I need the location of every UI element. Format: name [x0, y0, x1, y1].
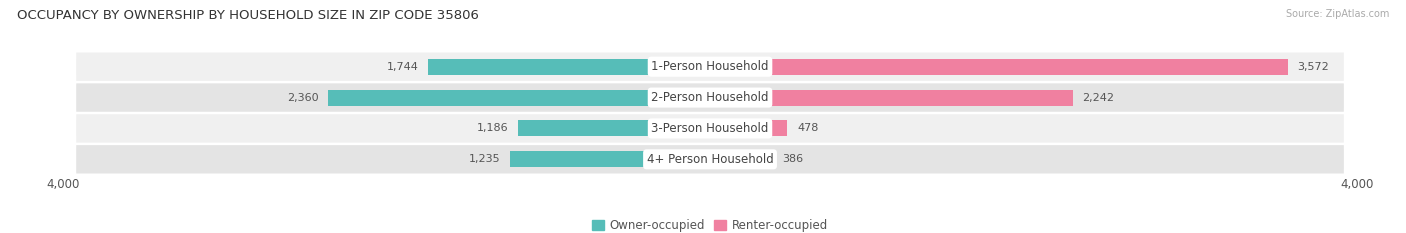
Text: 2-Person Household: 2-Person Household — [651, 91, 769, 104]
Text: 3,572: 3,572 — [1298, 62, 1329, 72]
Bar — [710, 89, 1073, 106]
Text: 1-Person Household: 1-Person Household — [651, 60, 769, 73]
Text: 1,235: 1,235 — [470, 154, 501, 164]
Text: 386: 386 — [782, 154, 803, 164]
Text: 3-Person Household: 3-Person Household — [651, 122, 769, 135]
FancyBboxPatch shape — [76, 114, 1344, 143]
Text: OCCUPANCY BY OWNERSHIP BY HOUSEHOLD SIZE IN ZIP CODE 35806: OCCUPANCY BY OWNERSHIP BY HOUSEHOLD SIZE… — [17, 9, 479, 22]
FancyBboxPatch shape — [76, 52, 1344, 81]
Bar — [710, 151, 772, 167]
Text: Source: ZipAtlas.com: Source: ZipAtlas.com — [1285, 9, 1389, 19]
Bar — [710, 59, 1288, 75]
Text: 2,242: 2,242 — [1083, 93, 1114, 103]
Text: 1,744: 1,744 — [387, 62, 419, 72]
Bar — [329, 89, 710, 106]
Bar — [519, 120, 710, 137]
Text: 1,186: 1,186 — [477, 123, 509, 134]
Text: 478: 478 — [797, 123, 818, 134]
FancyBboxPatch shape — [76, 145, 1344, 174]
Legend: Owner-occupied, Renter-occupied: Owner-occupied, Renter-occupied — [586, 214, 834, 233]
Bar — [510, 151, 710, 167]
Bar — [427, 59, 710, 75]
Text: 4+ Person Household: 4+ Person Household — [647, 153, 773, 166]
Bar — [710, 120, 787, 137]
FancyBboxPatch shape — [76, 83, 1344, 112]
Text: 2,360: 2,360 — [287, 93, 319, 103]
